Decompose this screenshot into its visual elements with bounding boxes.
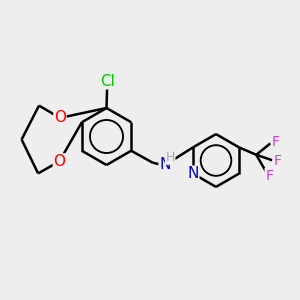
Text: N: N bbox=[188, 166, 199, 181]
Text: F: F bbox=[272, 135, 280, 149]
Text: Cl: Cl bbox=[100, 74, 116, 89]
Text: F: F bbox=[265, 169, 273, 182]
Text: N: N bbox=[159, 157, 170, 172]
Text: F: F bbox=[273, 154, 281, 168]
Text: O: O bbox=[53, 154, 65, 169]
Text: H: H bbox=[166, 151, 175, 164]
Text: O: O bbox=[54, 110, 66, 125]
